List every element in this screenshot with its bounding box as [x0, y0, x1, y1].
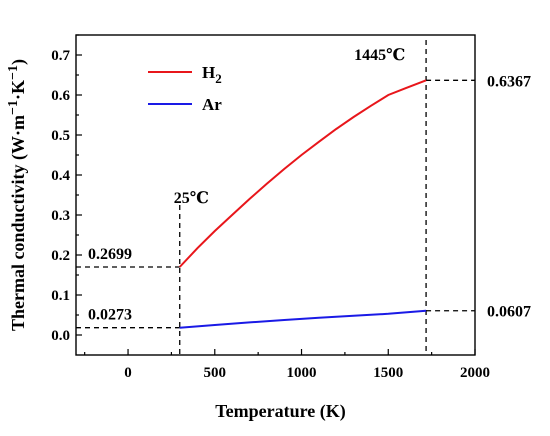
ar-start-value-label: 0.0273 [88, 307, 132, 324]
h2-start-value-label: 0.2699 [88, 246, 132, 263]
x-tick-label: 1000 [287, 365, 317, 381]
x-tick-label: 0 [124, 365, 132, 381]
legend-label-name: H [202, 63, 215, 82]
y-tick-label: 0.3 [51, 208, 70, 224]
y-axis-title-exp2: −1 [6, 65, 21, 80]
y-tick-label: 0.2 [51, 248, 70, 264]
legend-label: Ar [202, 95, 222, 114]
y-axis-ticks: 0.0 0.1 0.2 0.3 0.4 0.5 0.6 0.7 [51, 34, 82, 344]
annotation-guides [76, 40, 475, 355]
start-temperature-label: 25℃ [174, 190, 209, 207]
h2-end-value-label: 0.6367 [487, 73, 531, 90]
series-line-ar [179, 309, 427, 329]
y-tick-label: 0.6 [51, 88, 70, 104]
x-tick-label: 500 [204, 365, 227, 381]
x-tick-label: 2000 [460, 365, 490, 381]
series-line-h2 [178, 79, 427, 268]
y-tick-label: 0.5 [51, 128, 70, 144]
plot-frame [75, 34, 476, 356]
legend-label: H2 [202, 63, 222, 86]
y-tick-label: 0.4 [51, 168, 70, 184]
y-axis-title: Thermal conductivity (W·m−1·K−1) [6, 59, 29, 331]
legend-label-subscript: 2 [215, 71, 222, 86]
x-axis-title: Temperature (K) [215, 401, 345, 422]
x-axis-ticks: 0 500 1000 1500 2000 [84, 349, 490, 381]
y-axis-title-main: Thermal conductivity (W·m [8, 115, 29, 331]
y-axis-title-exp1: −1 [6, 100, 21, 115]
end-temperature-label: 1445℃ [354, 47, 405, 64]
legend-label-name: Ar [202, 95, 222, 114]
legend: H2 Ar [148, 63, 222, 114]
y-tick-label: 0.7 [51, 48, 70, 64]
y-axis-title-close: ) [8, 59, 29, 65]
y-tick-label: 0.0 [51, 328, 70, 344]
series-group [178, 79, 427, 329]
y-axis-title-mid: ·K [8, 80, 28, 100]
ar-end-value-label: 0.0607 [487, 304, 531, 321]
y-tick-label: 0.1 [51, 288, 70, 304]
x-tick-label: 1500 [373, 365, 403, 381]
